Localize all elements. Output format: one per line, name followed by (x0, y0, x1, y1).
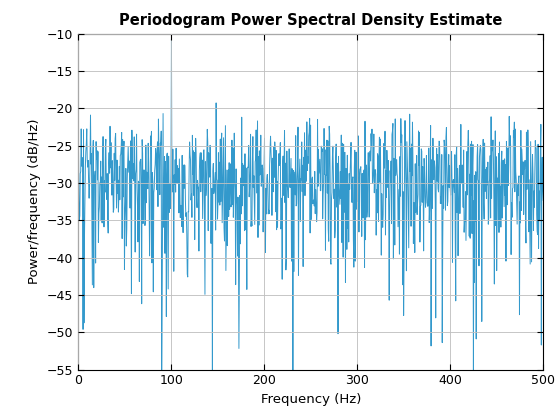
Y-axis label: Power/frequency (dB/Hz): Power/frequency (dB/Hz) (29, 119, 41, 284)
X-axis label: Frequency (Hz): Frequency (Hz) (260, 393, 361, 406)
Title: Periodogram Power Spectral Density Estimate: Periodogram Power Spectral Density Estim… (119, 13, 502, 28)
